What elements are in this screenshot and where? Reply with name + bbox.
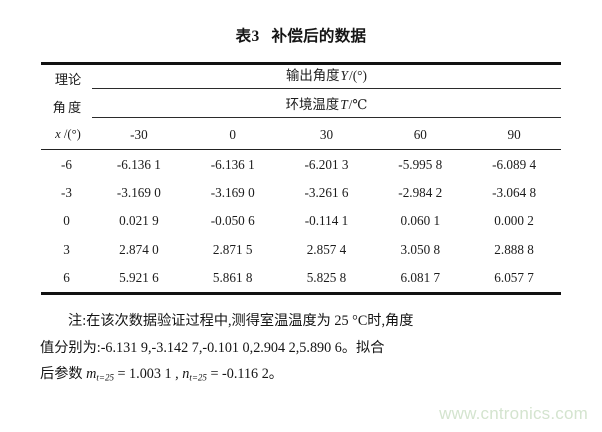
table-row: -3 -3.169 0 -3.169 0 -3.261 6 -2.984 2 -… <box>41 179 561 207</box>
table-cell: -2.984 2 <box>398 185 443 201</box>
temperature-header-row: -30 0 30 60 90 <box>92 121 561 148</box>
table-cell: 2.857 4 <box>306 241 347 257</box>
table-bottom-rule <box>41 292 561 295</box>
table-cell: -6.136 1 <box>210 157 255 173</box>
span-header-2-variable: T <box>340 97 348 112</box>
table-cell: -6.136 1 <box>116 157 161 173</box>
param-m-symbol: m <box>86 366 97 382</box>
span-header-output-angle: 输出角度Y/(°) <box>92 64 561 88</box>
stub-variable-x: x <box>55 127 61 141</box>
header-bottom-rule <box>41 149 561 151</box>
span-header-2-text: 环境温度 <box>285 97 340 112</box>
span-header-1-text: 输出角度 <box>285 68 340 83</box>
table-cell: -5.995 8 <box>398 157 443 173</box>
table-row: 3 2.874 0 2.871 5 2.857 4 3.050 8 2.888 … <box>41 236 561 264</box>
column-header-temp-4: 90 <box>507 127 521 142</box>
stub-header-line1: 理论 <box>54 72 82 87</box>
table-cell: -0.050 6 <box>210 213 255 229</box>
table-cell: 0.060 1 <box>400 213 441 229</box>
table-number: 表3 <box>235 28 260 45</box>
row-label: -6 <box>61 157 72 173</box>
row-label: 3 <box>63 241 70 257</box>
stub-header-line2: 角度 <box>52 99 84 115</box>
table-cell: 5.861 8 <box>212 269 253 285</box>
span-header-ambient-temp: 环境温度T/℃ <box>92 92 561 117</box>
table-cell: -3.261 6 <box>304 185 349 201</box>
param-m-subscript: t=25 <box>96 372 114 383</box>
table-cell: 0.021 9 <box>119 213 159 229</box>
note-line-3-suffix: 。 <box>268 366 283 382</box>
table-cell: 3.050 8 <box>400 241 441 257</box>
table-cell: -3.169 0 <box>210 185 255 201</box>
header-rule-upper <box>92 88 561 90</box>
table-cell: -6.201 3 <box>304 157 349 173</box>
table-row: -6 -6.136 1 -6.136 1 -6.201 3 -5.995 8 -… <box>41 151 561 179</box>
table-cell: 2.888 8 <box>494 241 534 257</box>
table-cell: -3.064 8 <box>492 185 537 201</box>
param-n-value: = -0.116 2 <box>210 366 269 382</box>
row-label: 0 <box>63 213 70 229</box>
stub-header-line3: x /(°) <box>44 121 92 149</box>
table-cell: 5.921 6 <box>119 269 159 285</box>
column-header-temp-2: 30 <box>319 127 334 142</box>
note-line-2: 值分别为:-6.131 9,-3.142 7,-0.101 0,2.904 2,… <box>40 339 385 356</box>
param-n-subscript: t=25 <box>189 372 207 383</box>
table-caption: 补偿后的数据 <box>271 28 367 45</box>
table-row: 0 0.021 9 -0.050 6 -0.114 1 0.060 1 0.00… <box>41 207 561 235</box>
page-title: 表3 补偿后的数据 <box>0 24 602 46</box>
table-cell: 0.000 2 <box>494 213 534 229</box>
table-top-rule <box>41 62 561 65</box>
note-line-3: 后参数 mt=25 = 1.003 1 , nt=25 = -0.116 2。 <box>40 361 568 391</box>
table-cell: 2.874 0 <box>119 241 159 257</box>
table-cell: -0.114 1 <box>304 213 349 229</box>
table-body: -6 -6.136 1 -6.136 1 -6.201 3 -5.995 8 -… <box>41 151 561 292</box>
span-header-1-variable: Y <box>340 68 348 83</box>
table-cell: 6.081 7 <box>400 269 441 285</box>
column-header-temp-3: 60 <box>413 127 427 142</box>
row-label: 6 <box>63 269 70 285</box>
header-rule-lower <box>92 117 561 119</box>
param-n-symbol: n <box>182 366 190 382</box>
row-label: -3 <box>61 185 72 201</box>
note-separator: , <box>175 366 179 382</box>
table-cell: 2.871 5 <box>212 241 253 257</box>
table-cell: -3.169 0 <box>116 185 161 201</box>
stub-header: 理论 角度 x /(°) <box>44 66 92 149</box>
site-watermark: www.cntronics.com <box>439 404 588 423</box>
column-header-temp-0: -30 <box>130 127 148 142</box>
stub-unit: /(°) <box>63 127 81 141</box>
table-note: 注:在该次数据验证过程中,测得室温温度为 25 °C时,角度 值分别为:-6.1… <box>40 308 568 391</box>
note-line-1: 注:在该次数据验证过程中,测得室温温度为 25 °C时,角度 <box>68 313 414 329</box>
table-cell: -6.089 4 <box>492 157 537 173</box>
table-cell: 5.825 8 <box>306 269 347 285</box>
note-line-3-prefix: 后参数 <box>40 366 83 382</box>
param-m-value: = 1.003 1 <box>117 366 172 382</box>
table-cell: 6.057 7 <box>494 269 534 285</box>
column-header-temp-1: 0 <box>229 127 236 142</box>
span-header-1-unit: /(°) <box>349 68 367 83</box>
span-header-2-unit: /℃ <box>348 97 368 112</box>
table-row: 6 5.921 6 5.861 8 5.825 8 6.081 7 6.057 … <box>41 264 561 292</box>
